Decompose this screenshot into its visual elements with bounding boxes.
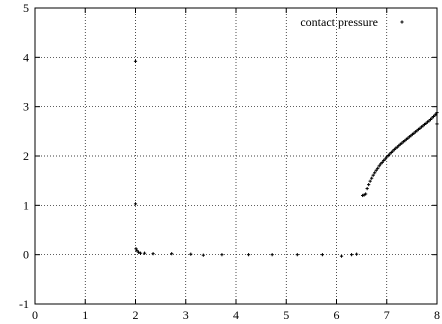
data-point bbox=[133, 59, 138, 63]
y-tick-labels: -1 0 1 2 3 4 5 bbox=[19, 1, 29, 311]
y-tick-label: 5 bbox=[23, 1, 29, 15]
data-point bbox=[270, 253, 274, 257]
x-tick-labels: 0 1 2 3 4 5 6 7 8 bbox=[32, 308, 440, 322]
data-point bbox=[355, 252, 359, 256]
data-point bbox=[376, 166, 380, 170]
data-point bbox=[136, 250, 141, 254]
x-tick-label: 3 bbox=[183, 308, 189, 322]
data-point bbox=[170, 252, 174, 256]
data-point bbox=[134, 247, 138, 251]
x-tick-label: 0 bbox=[32, 308, 38, 322]
data-point bbox=[349, 253, 354, 257]
data-point bbox=[367, 183, 371, 187]
data-point bbox=[189, 252, 193, 256]
data-point bbox=[133, 202, 138, 206]
data-point bbox=[371, 173, 375, 177]
legend-marker-symbol bbox=[400, 20, 404, 24]
data-point bbox=[380, 160, 384, 165]
data-point bbox=[365, 186, 369, 191]
y-tick-label: -1 bbox=[19, 297, 29, 311]
data-point bbox=[370, 176, 374, 180]
y-tick-label: 0 bbox=[23, 248, 29, 262]
data-point bbox=[339, 254, 344, 258]
x-tick-label: 7 bbox=[384, 308, 390, 322]
data-point bbox=[142, 251, 147, 255]
data-point bbox=[295, 253, 299, 257]
legend: contact pressure bbox=[300, 15, 404, 29]
data-point bbox=[151, 252, 155, 256]
data-point bbox=[368, 179, 372, 183]
data-point bbox=[364, 192, 368, 196]
data-point bbox=[138, 251, 143, 255]
legend-marker bbox=[400, 20, 404, 24]
data-point bbox=[435, 122, 439, 126]
legend-label: contact pressure bbox=[300, 15, 378, 29]
x-tick-label: 4 bbox=[233, 308, 239, 322]
data-point bbox=[435, 110, 439, 115]
data-points bbox=[133, 59, 439, 258]
y-tick-label: 4 bbox=[23, 50, 29, 64]
y-tick-label: 2 bbox=[23, 149, 29, 163]
data-point bbox=[383, 157, 387, 161]
x-tick-label: 6 bbox=[334, 308, 340, 322]
x-tick-label: 1 bbox=[82, 308, 88, 322]
data-point bbox=[373, 171, 377, 175]
data-point bbox=[374, 168, 378, 172]
y-tick-label: 1 bbox=[23, 198, 29, 212]
plot-frame bbox=[34, 7, 438, 305]
data-point bbox=[320, 253, 325, 257]
data-point bbox=[220, 253, 224, 257]
y-tick-label: 3 bbox=[23, 100, 29, 114]
x-tick-label: 2 bbox=[133, 308, 139, 322]
x-tick-label: 8 bbox=[434, 308, 440, 322]
data-point bbox=[377, 164, 381, 168]
x-tick-label: 5 bbox=[283, 308, 289, 322]
data-point bbox=[201, 253, 205, 257]
data-point bbox=[246, 253, 251, 257]
